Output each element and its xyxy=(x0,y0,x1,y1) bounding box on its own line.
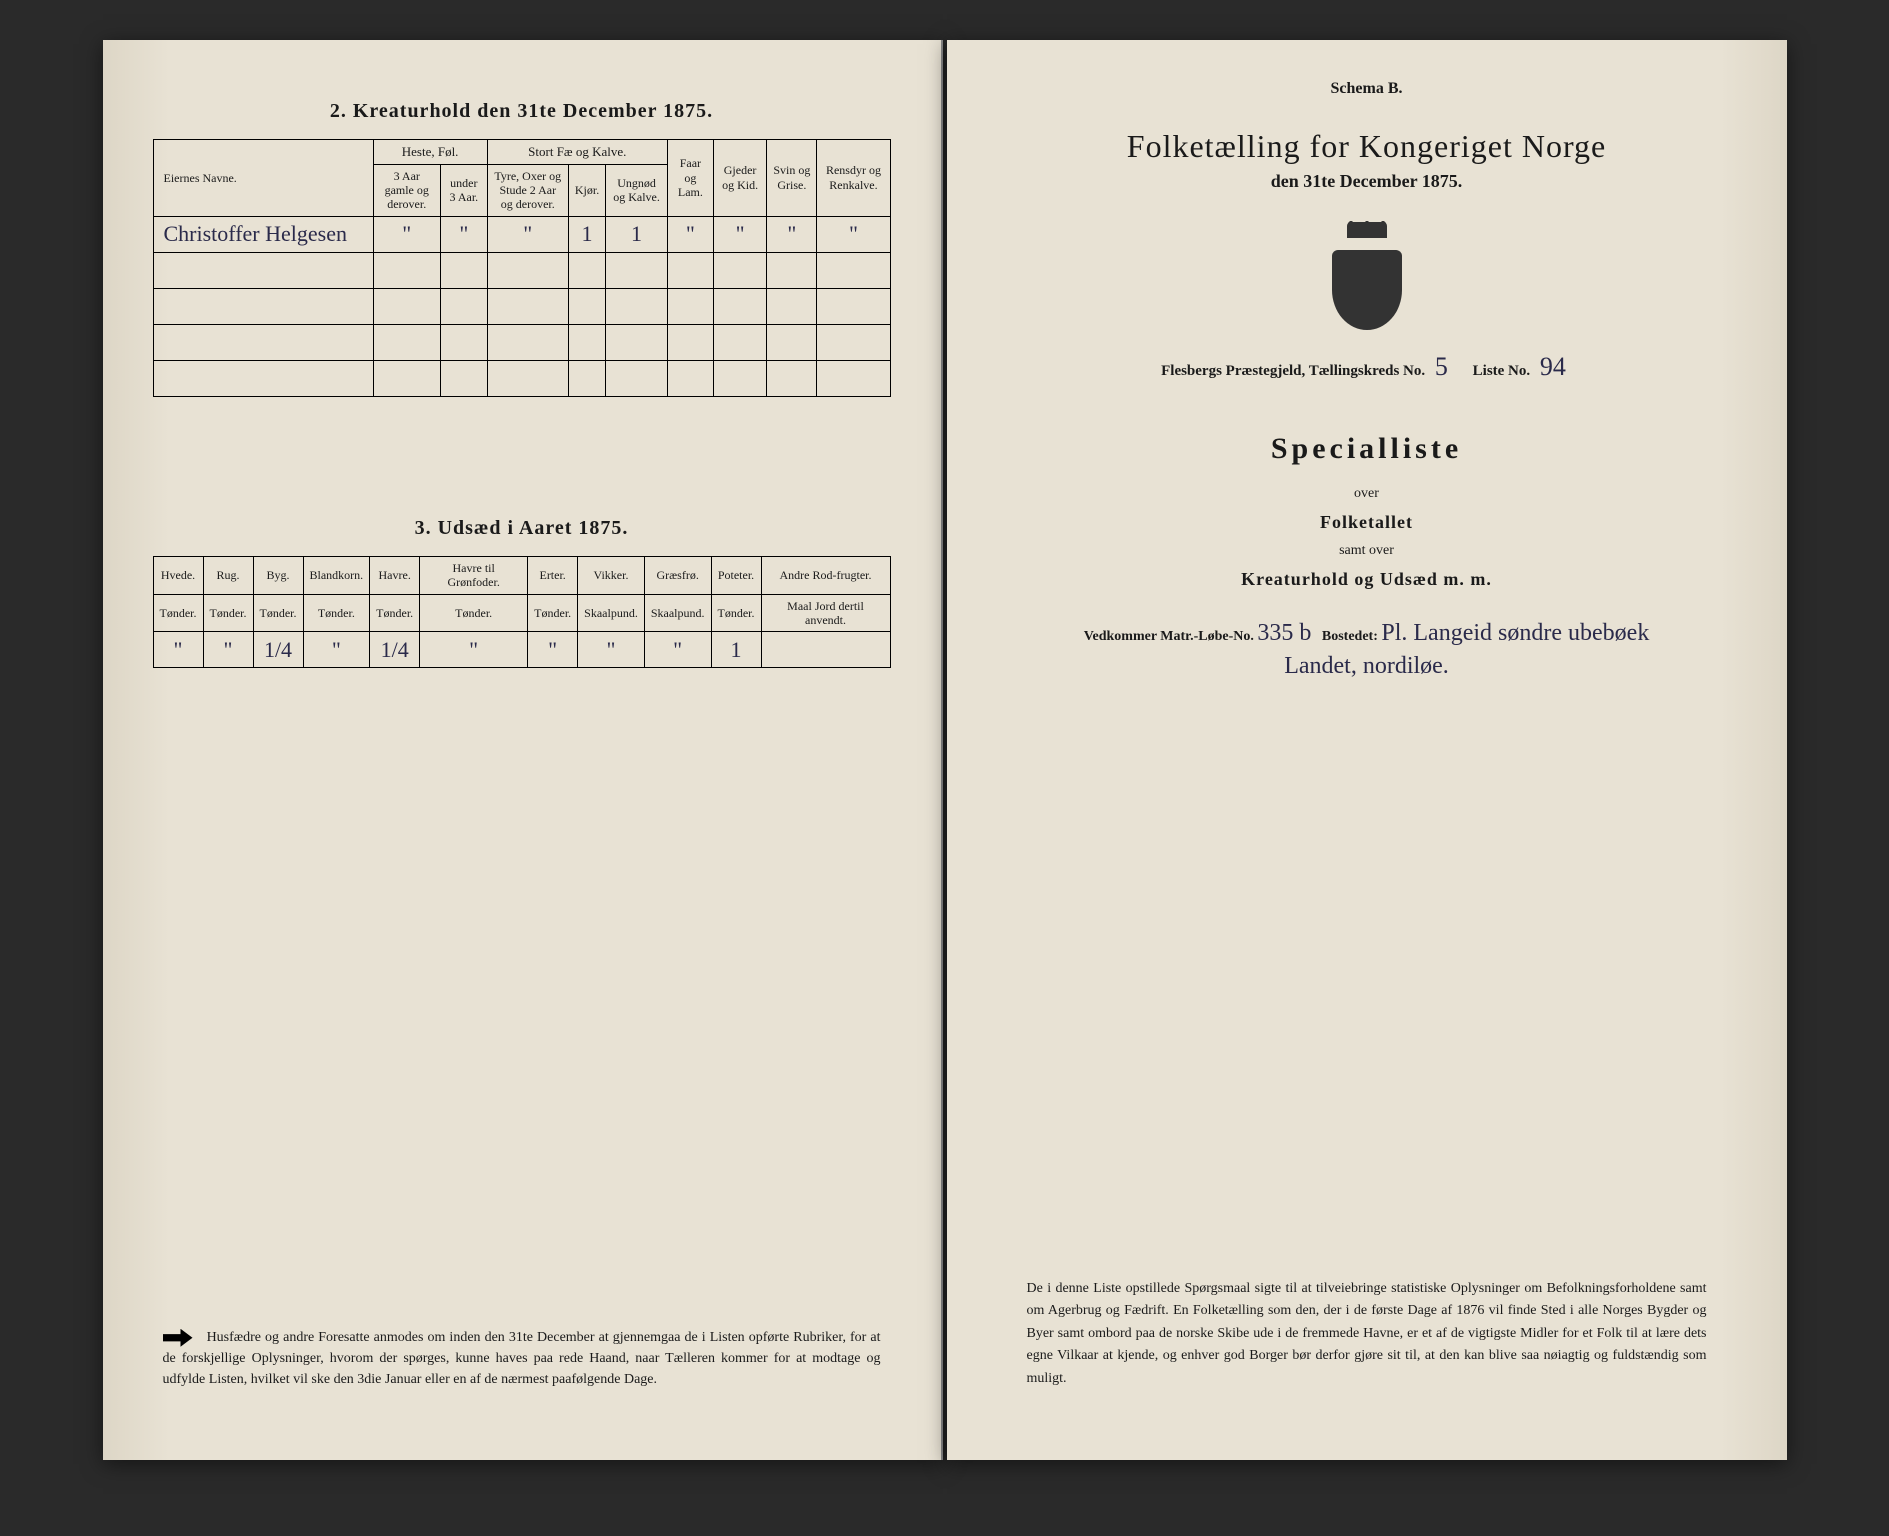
col-vetches: Vikker. xyxy=(578,556,645,594)
col-barley: Byg. xyxy=(253,556,303,594)
unit: Tønder. xyxy=(528,594,578,632)
unit: Tønder. xyxy=(420,594,528,632)
section2-title: 2. Kreaturhold den 31te December 1875. xyxy=(153,100,891,123)
udsaed-table: Hvede. Rug. Byg. Blandkorn. Havre. Havre… xyxy=(153,556,891,669)
cell: 1/4 xyxy=(370,632,420,668)
table-row xyxy=(153,360,890,396)
col-rye: Rug. xyxy=(203,556,253,594)
col-cattle-1: Tyre, Oxer og Stude 2 Aar og derover. xyxy=(487,164,568,216)
parish-label: Flesbergs Præstegjeld, Tællingskreds No. xyxy=(1161,363,1425,379)
coat-of-arms-icon xyxy=(1327,222,1407,322)
cell: " xyxy=(487,216,568,252)
col-horses-group: Heste, Føl. xyxy=(373,140,487,165)
col-pigs: Svin og Grise. xyxy=(767,140,817,217)
col-owner: Eiernes Navne. xyxy=(153,140,373,217)
left-notice: Husfædre og andre Foresatte anmodes om i… xyxy=(163,1327,881,1390)
schema-label: Schema B. xyxy=(997,80,1737,98)
col-potatoes: Poteter. xyxy=(711,556,761,594)
cell: " xyxy=(440,216,487,252)
parish-line: Flesbergs Præstegjeld, Tællingskreds No.… xyxy=(997,352,1737,382)
document-spread: 2. Kreaturhold den 31te December 1875. E… xyxy=(103,40,1787,1460)
unit: Tønder. xyxy=(370,594,420,632)
cell: 1 xyxy=(568,216,605,252)
col-oats-green: Havre til Grønfoder. xyxy=(420,556,528,594)
cell xyxy=(761,632,890,668)
col-cattle-2: Kjør. xyxy=(568,164,605,216)
col-roots: Andre Rod-frugter. xyxy=(761,556,890,594)
cell: " xyxy=(203,632,253,668)
table-row: Christoffer Helgesen " " " 1 1 " " " " xyxy=(153,216,890,252)
cell-owner: Christoffer Helgesen xyxy=(153,216,373,252)
samt-over-label: samt over xyxy=(997,543,1737,559)
census-date: den 31te December 1875. xyxy=(997,171,1737,192)
main-title: Folketælling for Kongeriget Norge xyxy=(997,128,1737,165)
cell: " xyxy=(303,632,370,668)
cell: " xyxy=(644,632,711,668)
bosted-line2: Landet, nordiløe. xyxy=(997,653,1737,680)
table-row: " " 1/4 " 1/4 " " " " 1 xyxy=(153,632,890,668)
matr-label: Vedkommer Matr.-Løbe-No. xyxy=(1084,629,1254,644)
cell: " xyxy=(528,632,578,668)
right-notice: De i denne Liste opstillede Spørgsmaal s… xyxy=(1027,1278,1707,1390)
bosted-value: Pl. Langeid søndre ubebøek xyxy=(1381,620,1649,646)
unit: Tønder. xyxy=(253,594,303,632)
col-sheep: Faar og Lam. xyxy=(667,140,713,217)
col-horses-2: under 3 Aar. xyxy=(440,164,487,216)
cell: 1/4 xyxy=(253,632,303,668)
unit: Tønder. xyxy=(153,594,203,632)
cell: " xyxy=(667,216,713,252)
specialliste-title: Specialliste xyxy=(997,432,1737,466)
table-row xyxy=(153,252,890,288)
col-grass: Græsfrø. xyxy=(644,556,711,594)
matr-number: 335 b xyxy=(1257,620,1311,646)
cell: " xyxy=(817,216,890,252)
unit: Maal Jord dertil anvendt. xyxy=(761,594,890,632)
cell: 1 xyxy=(606,216,668,252)
folketallet-label: Folketallet xyxy=(997,512,1737,533)
col-cattle-3: Ungnød og Kalve. xyxy=(606,164,668,216)
table-row xyxy=(153,288,890,324)
unit: Skaalpund. xyxy=(644,594,711,632)
matr-line: Vedkommer Matr.-Løbe-No. 335 b Bostedet:… xyxy=(997,620,1737,647)
col-goats: Gjeder og Kid. xyxy=(713,140,767,217)
cell: " xyxy=(153,632,203,668)
liste-label: Liste No. xyxy=(1473,363,1531,379)
section3-title: 3. Udsæd i Aaret 1875. xyxy=(153,517,891,540)
cell: " xyxy=(767,216,817,252)
bosted-label: Bostedet: xyxy=(1322,629,1378,644)
kreaturhold-table: Eiernes Navne. Heste, Føl. Stort Fæ og K… xyxy=(153,139,891,397)
pointing-hand-icon xyxy=(163,1329,193,1347)
kreds-number: 5 xyxy=(1429,352,1454,381)
right-page: Schema B. Folketælling for Kongeriget No… xyxy=(947,40,1787,1460)
col-peas: Erter. xyxy=(528,556,578,594)
notice-text: Husfædre og andre Foresatte anmodes om i… xyxy=(163,1330,881,1387)
table-row xyxy=(153,324,890,360)
col-reindeer: Rensdyr og Renkalve. xyxy=(817,140,890,217)
unit: Tønder. xyxy=(203,594,253,632)
col-oats: Havre. xyxy=(370,556,420,594)
col-mixed: Blandkorn. xyxy=(303,556,370,594)
kreatur-label: Kreaturhold og Udsæd m. m. xyxy=(997,569,1737,590)
cell: 1 xyxy=(711,632,761,668)
unit: Tønder. xyxy=(303,594,370,632)
unit: Skaalpund. xyxy=(578,594,645,632)
cell: " xyxy=(578,632,645,668)
col-wheat: Hvede. xyxy=(153,556,203,594)
col-horses-1: 3 Aar gamle og derover. xyxy=(373,164,440,216)
col-cattle-group: Stort Fæ og Kalve. xyxy=(487,140,667,165)
cell: " xyxy=(713,216,767,252)
cell: " xyxy=(420,632,528,668)
unit: Tønder. xyxy=(711,594,761,632)
liste-number: 94 xyxy=(1534,352,1572,381)
cell: " xyxy=(373,216,440,252)
over-label: over xyxy=(997,486,1737,502)
left-page: 2. Kreaturhold den 31te December 1875. E… xyxy=(103,40,943,1460)
